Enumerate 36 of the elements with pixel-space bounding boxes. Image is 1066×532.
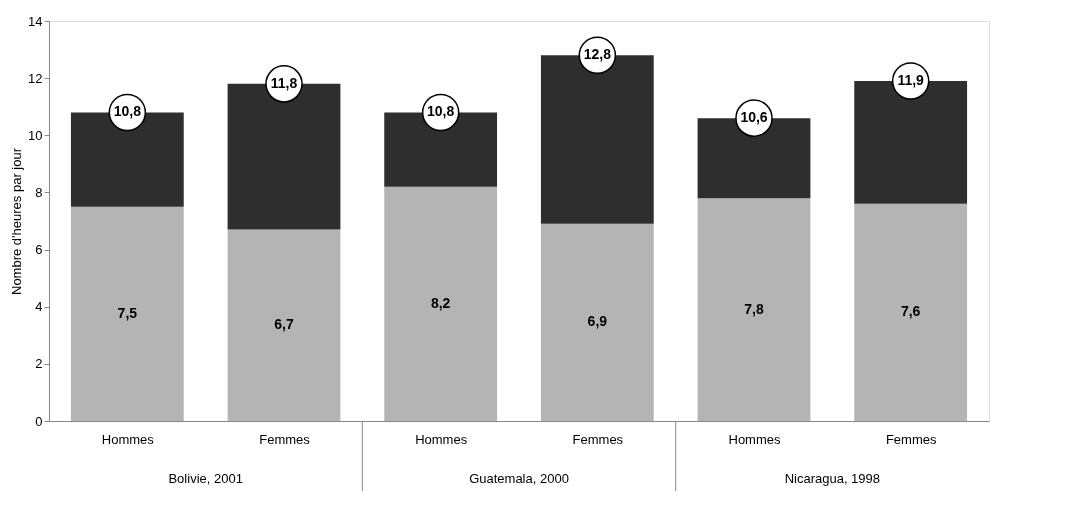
bar	[384, 186, 498, 421]
bar	[70, 206, 184, 421]
x-tick-label: Hommes	[101, 431, 155, 447]
total-label: 11,9	[897, 72, 925, 88]
x-tick-label: Femmes	[572, 431, 624, 447]
y-tick-label: 4	[35, 299, 43, 315]
y-tick-label: 14	[28, 13, 43, 29]
y-tick-label: 6	[35, 242, 43, 258]
y-tick-label: 10	[28, 127, 43, 143]
y-axis-title: Nombre d'heures par jour	[9, 147, 25, 295]
text: Guatemala, 2000	[469, 471, 569, 486]
bar	[854, 203, 968, 421]
data-label: 6,7	[274, 316, 294, 333]
data-label: 7,6	[900, 303, 921, 320]
x-tick-label: Hommes	[415, 431, 468, 447]
bar	[697, 198, 811, 421]
y-tick-label: 0	[35, 413, 43, 429]
x-tick-label: Femmes	[259, 431, 311, 447]
bar	[227, 229, 341, 421]
y-tick-label: 8	[35, 184, 43, 200]
bar	[540, 223, 654, 421]
total-label: 10,8	[427, 103, 455, 120]
total-label: 10,8	[113, 103, 142, 120]
x-tick-label: Femmes	[885, 431, 937, 447]
text: Nicaragua, 1998	[784, 471, 881, 486]
data-label: 8,2	[430, 294, 451, 311]
y-tick-label: 12	[28, 70, 43, 86]
total-label: 12,8	[583, 46, 612, 63]
y-tick-label: 2	[35, 356, 43, 372]
text: Bolivie, 2001	[168, 471, 243, 486]
data-label: 7,5	[117, 304, 138, 321]
total-label: 11,8	[270, 74, 298, 91]
x-tick-label: Hommes	[728, 431, 781, 447]
data-label: 7,8	[744, 300, 764, 317]
total-label: 10,6	[740, 109, 768, 126]
data-label: 6,9	[587, 313, 608, 330]
